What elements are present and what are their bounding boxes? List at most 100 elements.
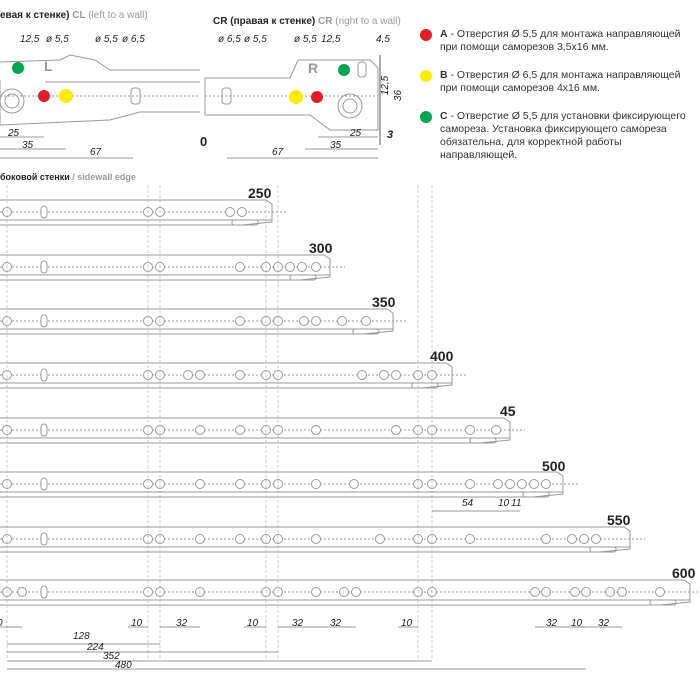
origin-label: 0: [200, 134, 208, 149]
rail-length-550: 550: [607, 512, 631, 528]
rail-hole: [2, 479, 12, 489]
rail-hole: [235, 316, 245, 326]
rail-hole: [299, 316, 309, 326]
rail-hole: [493, 479, 503, 489]
dim: 352: [103, 651, 120, 662]
rail-hole: [195, 534, 205, 544]
rail-400: [0, 362, 453, 389]
rail-hole: [581, 587, 591, 597]
cl-wheel: [0, 88, 25, 114]
rail-hole: [465, 534, 475, 544]
rail-hole: [311, 425, 321, 435]
rail-length-250: 250: [248, 185, 272, 201]
dim: 67: [90, 147, 102, 158]
rail-hole: [261, 534, 271, 544]
dim: ø 5,5: [244, 34, 267, 45]
rail-hole: [337, 316, 347, 326]
dim: 12,5: [321, 34, 341, 45]
rail-hole: [567, 534, 577, 544]
dim: 224: [87, 642, 104, 653]
dim: 32: [598, 618, 610, 629]
mount-hole-a: [311, 91, 323, 103]
legend-item-b: B - Отверстия Ø 6,5 для монтажа направля…: [420, 69, 700, 95]
mount-hole-b: [59, 89, 73, 103]
rail-hole: [195, 479, 205, 489]
cr-wheel: [337, 93, 363, 119]
rail-hole: [297, 262, 307, 272]
dim: 32: [292, 618, 304, 629]
legend-item-a: A - Отверстия Ø 5,5 для монтажа направля…: [420, 28, 700, 54]
dim: 32: [176, 618, 188, 629]
rail-hole: [591, 534, 601, 544]
rail-slot-hole: [40, 368, 48, 382]
rail-hole: [517, 479, 527, 489]
rail-hole: [273, 534, 283, 544]
dim: 11: [511, 498, 522, 509]
rail-hole: [235, 262, 245, 272]
rail-hole: [375, 534, 385, 544]
rail-hole: [235, 425, 245, 435]
rail-hole: [391, 370, 401, 380]
mount-hole-a: [38, 90, 50, 102]
red-dot-icon: [420, 29, 432, 41]
cr-title: CR (правая к стенке) CR (right to a wall…: [213, 16, 401, 27]
rail-hole: [605, 587, 615, 597]
cr-wheel: [342, 98, 358, 114]
rail-hole: [413, 534, 423, 544]
rail-hole: [285, 262, 295, 272]
left-label: L: [44, 58, 53, 74]
dim: 25: [8, 128, 20, 139]
rail-hole: [361, 316, 371, 326]
rail-hole: [311, 262, 321, 272]
rail-hole: [143, 534, 153, 544]
dim: 25: [350, 128, 362, 139]
rail-hole: [195, 587, 205, 597]
rail-slot-hole: [40, 314, 48, 328]
rail-hole: [357, 370, 367, 380]
rail-hole: [237, 207, 247, 217]
rail-slot-hole: [40, 532, 48, 546]
rail-hole: [655, 587, 665, 597]
rail-350: [0, 308, 394, 335]
dim: 10: [401, 618, 413, 629]
rail-hole: [351, 587, 361, 597]
rail-slot: [289, 274, 317, 281]
rail-hole: [195, 370, 205, 380]
dim: 10: [498, 498, 510, 509]
rail-length-600: 600: [672, 565, 696, 581]
cl-title: евая к стенке) CL (left to a wall): [0, 10, 148, 21]
dim: ø 5,5: [95, 34, 118, 45]
rail-hole: [17, 587, 27, 597]
rail-hole: [491, 425, 501, 435]
rail-hole: [273, 479, 283, 489]
rail-hole: [379, 370, 389, 380]
dim: ø 6,5: [122, 34, 145, 45]
rail-hole: [391, 425, 401, 435]
dim: 128: [73, 631, 90, 642]
rail-hole: [427, 534, 437, 544]
cl-wheel: [4, 93, 20, 109]
rail-hole: [311, 479, 321, 489]
rail-hole: [235, 534, 245, 544]
rail-hole: [465, 425, 475, 435]
slot: [357, 61, 367, 78]
rail-length-300: 300: [309, 240, 333, 256]
slot: [130, 87, 141, 105]
rail-hole: [235, 370, 245, 380]
dim: 12,5: [380, 75, 392, 96]
dim: 4,5: [376, 34, 390, 45]
fixing-hole-c: [338, 64, 350, 76]
rail-hole: [155, 479, 165, 489]
legend-item-c: C - Отверстие Ø 5,5 для установки фиксир…: [420, 110, 700, 162]
dim: 35: [330, 140, 342, 151]
rail-hole: [541, 479, 551, 489]
rail-hole: [541, 534, 551, 544]
dim: 67: [272, 147, 284, 158]
rail-hole: [427, 479, 437, 489]
rail-slot: [589, 546, 617, 553]
dim: 36: [393, 89, 405, 102]
rail-length-400: 400: [430, 348, 454, 364]
rail-hole: [530, 587, 540, 597]
dim: ø 6,5: [218, 34, 241, 45]
